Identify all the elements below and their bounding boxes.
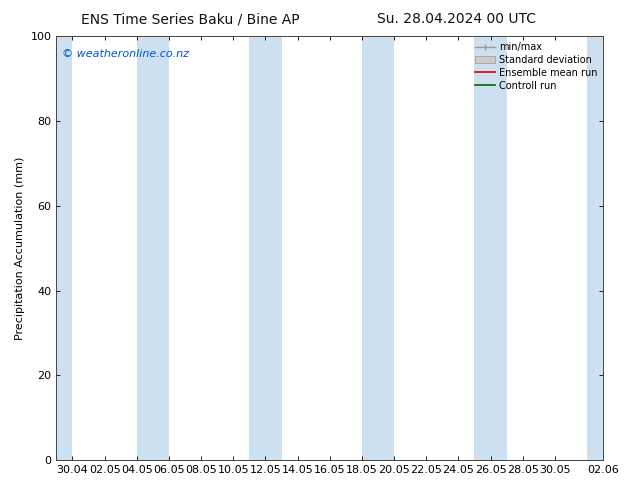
Y-axis label: Precipitation Accumulation (mm): Precipitation Accumulation (mm)	[15, 156, 25, 340]
Bar	[474, 36, 507, 460]
Text: ENS Time Series Baku / Bine AP: ENS Time Series Baku / Bine AP	[81, 12, 299, 26]
Bar	[362, 36, 394, 460]
Text: © weatheronline.co.nz: © weatheronline.co.nz	[62, 49, 189, 59]
Bar	[249, 36, 281, 460]
Bar	[137, 36, 169, 460]
Legend: min/max, Standard deviation, Ensemble mean run, Controll run: min/max, Standard deviation, Ensemble me…	[472, 39, 600, 94]
Bar	[56, 36, 72, 460]
Bar	[587, 36, 619, 460]
Text: Su. 28.04.2024 00 UTC: Su. 28.04.2024 00 UTC	[377, 12, 536, 26]
